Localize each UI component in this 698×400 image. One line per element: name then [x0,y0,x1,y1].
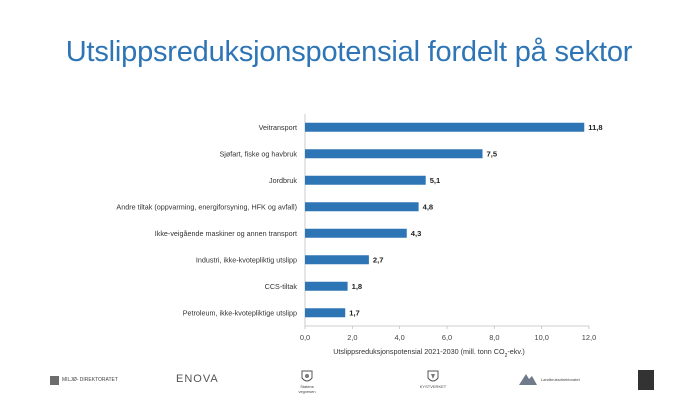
landbruksdirektoratet-text: Landbruksdirektoratet [541,376,580,382]
crest-icon [427,370,439,382]
bar [305,308,346,318]
category-label: Sjøfart, fiske og havbruk [220,149,298,158]
category-label: Petroleum, ikke-kvotepliktige utslipp [183,308,297,317]
value-label: 1,7 [349,309,360,318]
category-label: Veitransport [259,123,297,132]
value-label: 2,7 [373,256,384,265]
bar [305,228,407,238]
category-label: Industri, ikke-kvotepliktig utslipp [196,255,297,264]
category-label: Andre tiltak (oppvarming, energiforsynin… [116,202,297,211]
kystverket-text: KYSTVERKET [419,384,447,389]
category-label: CCS-tiltak [265,282,298,291]
nve-logo [638,370,654,390]
value-label: 4,8 [423,203,434,212]
enova-logo: ENOVA [176,373,219,385]
x-tick-label: 12,0 [582,333,596,342]
bar [305,281,348,291]
x-tick-label: 4,0 [395,333,405,342]
landbruk-wave-icon [519,374,537,385]
x-tick-label: 2,0 [347,333,357,342]
footer-logos: MILJØ- DIREKTORATET ENOVA Statens vegves… [0,366,698,396]
x-axis-title: Utslippsreduksjonspotensial 2021-2030 (m… [333,347,525,359]
x-tick-label: 6,0 [442,333,452,342]
bar [305,175,426,185]
value-label: 5,1 [430,176,441,185]
miljodirektoratet-mark-icon [50,376,59,385]
x-tick-label: 10,0 [534,333,548,342]
value-label: 4,3 [411,229,422,238]
crest-icon [301,370,313,382]
bar [305,122,585,132]
bar [305,202,419,212]
statens-vegvesen-text: Statens vegvesen [298,384,316,394]
miljodirektoratet-logo: MILJØ- DIREKTORATET [50,376,118,385]
miljodirektoratet-logo-text: MILJØ- DIREKTORATET [62,377,118,383]
x-tick-label: 0,0 [300,333,310,342]
landbruksdirektoratet-logo: Landbruksdirektoratet [518,372,580,386]
value-label: 1,8 [352,282,363,291]
page-title: Utslippsreduksjonspotensial fordelt på s… [65,36,633,68]
category-label: Jordbruk [269,176,297,185]
kystverket-logo: KYSTVERKET [418,370,448,389]
value-label: 7,5 [487,150,498,159]
bar [305,149,483,159]
x-tick-label: 8,0 [489,333,499,342]
category-label: Ikke-veigående maskiner og annen transpo… [155,229,297,238]
statens-vegvesen-logo: Statens vegvesen [292,370,322,394]
value-label: 11,8 [588,123,602,132]
bar [305,255,369,265]
